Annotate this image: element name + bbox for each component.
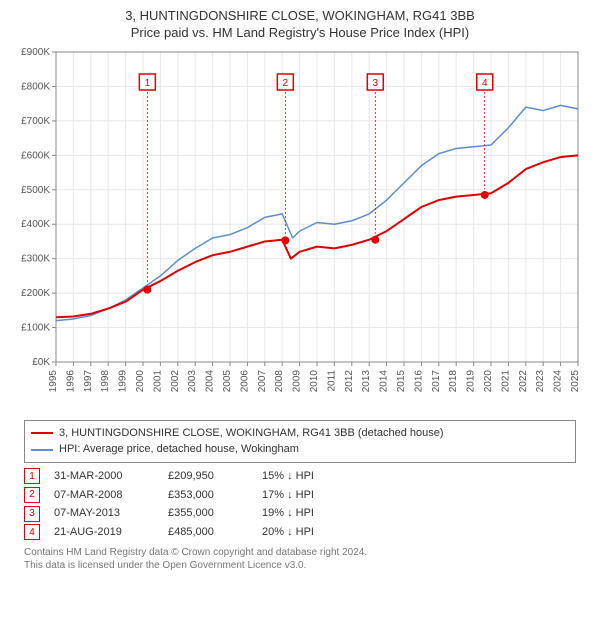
svg-text:£200K: £200K (21, 288, 50, 299)
footer-line: This data is licensed under the Open Gov… (24, 559, 576, 572)
svg-text:£500K: £500K (21, 185, 50, 196)
svg-text:2017: 2017 (431, 369, 442, 392)
event-date: 07-MAR-2008 (54, 486, 154, 505)
footer-line: Contains HM Land Registry data © Crown c… (24, 546, 576, 559)
svg-text:2021: 2021 (500, 369, 511, 392)
svg-text:2003: 2003 (187, 369, 198, 392)
svg-text:2: 2 (283, 78, 289, 89)
event-marker-icon: 3 (24, 506, 40, 522)
event-price: £355,000 (168, 504, 248, 523)
svg-text:2002: 2002 (170, 369, 181, 392)
svg-text:2011: 2011 (326, 369, 337, 391)
svg-text:2007: 2007 (257, 369, 268, 392)
svg-text:£700K: £700K (21, 116, 50, 127)
event-price: £209,950 (168, 467, 248, 486)
svg-text:2001: 2001 (152, 369, 163, 392)
table-row: 2 07-MAR-2008 £353,000 17% ↓ HPI (24, 486, 576, 505)
svg-text:1: 1 (145, 78, 151, 89)
event-marker-icon: 1 (24, 468, 40, 484)
legend-label: 3, HUNTINGDONSHIRE CLOSE, WOKINGHAM, RG4… (59, 425, 444, 442)
event-date: 31-MAR-2000 (54, 467, 154, 486)
page-title: 3, HUNTINGDONSHIRE CLOSE, WOKINGHAM, RG4… (10, 8, 590, 25)
legend: 3, HUNTINGDONSHIRE CLOSE, WOKINGHAM, RG4… (24, 420, 576, 463)
svg-text:2022: 2022 (518, 369, 529, 392)
chart-svg: £0K £100K £200K £300K £400K £500K £600K £700K £8… (10, 44, 590, 414)
event-price: £353,000 (168, 486, 248, 505)
event-marker-icon: 2 (24, 487, 40, 503)
svg-text:£900K: £900K (21, 47, 50, 58)
svg-text:2004: 2004 (205, 369, 216, 392)
svg-text:2008: 2008 (274, 369, 285, 392)
svg-text:1999: 1999 (118, 369, 129, 392)
svg-text:2023: 2023 (535, 369, 546, 392)
svg-text:2019: 2019 (466, 369, 477, 392)
svg-text:1998: 1998 (100, 369, 111, 392)
event-date: 07-MAY-2013 (54, 504, 154, 523)
legend-item: 3, HUNTINGDONSHIRE CLOSE, WOKINGHAM, RG4… (31, 425, 569, 442)
svg-text:2012: 2012 (344, 369, 355, 392)
svg-text:4: 4 (482, 78, 488, 89)
svg-text:£0K: £0K (32, 357, 50, 368)
table-row: 1 31-MAR-2000 £209,950 15% ↓ HPI (24, 467, 576, 486)
svg-text:2006: 2006 (239, 369, 250, 392)
svg-text:2025: 2025 (570, 369, 581, 392)
event-delta: 19% ↓ HPI (262, 504, 314, 523)
svg-text:2020: 2020 (483, 369, 494, 392)
svg-text:2016: 2016 (413, 369, 424, 392)
svg-text:2000: 2000 (135, 369, 146, 392)
legend-item: HPI: Average price, detached house, Woki… (31, 441, 569, 458)
svg-text:2014: 2014 (379, 369, 390, 392)
svg-text:£600K: £600K (21, 150, 50, 161)
footer: Contains HM Land Registry data © Crown c… (24, 546, 576, 572)
event-delta: 17% ↓ HPI (262, 486, 314, 505)
svg-text:2018: 2018 (448, 369, 459, 392)
svg-text:£100K: £100K (21, 322, 50, 333)
table-row: 4 21-AUG-2019 £485,000 20% ↓ HPI (24, 523, 576, 542)
event-delta: 15% ↓ HPI (262, 467, 314, 486)
events-table: 1 31-MAR-2000 £209,950 15% ↓ HPI 2 07-MA… (24, 467, 576, 542)
svg-text:2005: 2005 (222, 369, 233, 392)
event-marker-icon: 4 (24, 524, 40, 540)
chart: £0K £100K £200K £300K £400K £500K £600K £700K £8… (10, 44, 590, 414)
svg-text:1995: 1995 (48, 369, 59, 392)
event-date: 21-AUG-2019 (54, 523, 154, 542)
svg-text:3: 3 (373, 78, 379, 89)
svg-text:2024: 2024 (553, 369, 564, 392)
svg-text:1996: 1996 (65, 369, 76, 392)
svg-text:2013: 2013 (361, 369, 372, 392)
event-price: £485,000 (168, 523, 248, 542)
legend-swatch (31, 432, 53, 434)
table-row: 3 07-MAY-2013 £355,000 19% ↓ HPI (24, 504, 576, 523)
legend-swatch (31, 449, 53, 451)
svg-text:2010: 2010 (309, 369, 320, 392)
svg-text:1997: 1997 (83, 369, 94, 392)
svg-text:£400K: £400K (21, 219, 50, 230)
event-delta: 20% ↓ HPI (262, 523, 314, 542)
svg-text:2009: 2009 (292, 369, 303, 392)
svg-text:£300K: £300K (21, 254, 50, 265)
page-subtitle: Price paid vs. HM Land Registry's House … (10, 25, 590, 40)
svg-text:£800K: £800K (21, 81, 50, 92)
svg-text:2015: 2015 (396, 369, 407, 392)
legend-label: HPI: Average price, detached house, Woki… (59, 441, 299, 458)
